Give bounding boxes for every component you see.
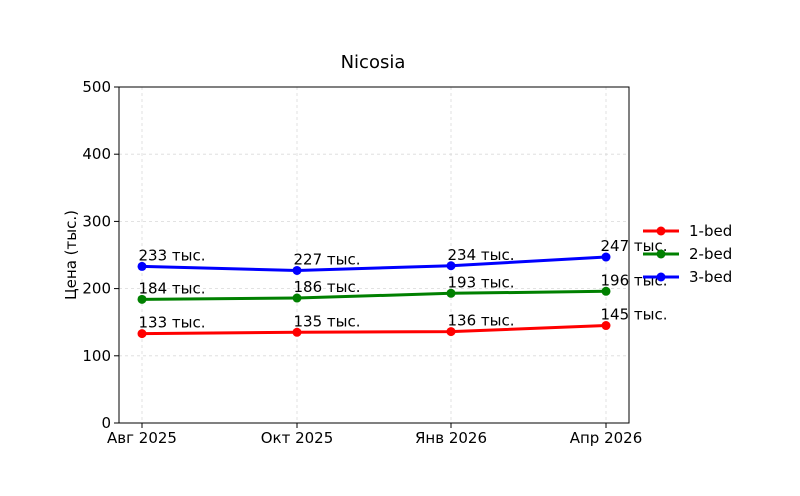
axis-ticks: 0 100 200 300 400 500 Авг 2025 Окт 2025 Янв 2026… (82, 78, 642, 447)
data-label-3-bed: 247 тыс. (601, 237, 668, 255)
legend: 1-bed 2-bed 3-bed (643, 222, 732, 286)
data-point-3-bed (446, 261, 456, 271)
y-axis-label: Цена (тыс.) (62, 210, 80, 300)
x-tick-label: Авг 2025 (107, 429, 177, 447)
x-tick-label: Янв 2026 (415, 429, 487, 447)
series-line-3-bed (141, 255, 607, 272)
x-tick-label: Апр 2026 (570, 429, 643, 447)
data-point-3-bed (137, 261, 147, 271)
data-point-1-bed (292, 327, 302, 337)
legend-marker-1-bed (656, 226, 666, 236)
legend-marker-3-bed (656, 272, 666, 282)
data-label-2-bed: 196 тыс. (601, 271, 668, 289)
data-point-1-bed (601, 321, 611, 331)
data-label-3-bed: 233 тыс. (139, 246, 206, 264)
y-tick-label: 0 (101, 414, 111, 432)
data-labels: 133 тыс. 135 тыс. 136 тыс. 145 тыс. 184 тыс.… (139, 237, 668, 332)
legend-marker-2-bed (656, 249, 666, 259)
data-label-3-bed: 227 тыс. (294, 250, 361, 268)
y-tick-label: 300 (82, 212, 111, 230)
series-line-2-bed (141, 289, 607, 301)
grid (119, 86, 629, 424)
series-line-1-bed (141, 324, 607, 336)
data-point-1-bed (446, 327, 456, 337)
data-point-2-bed (446, 288, 456, 298)
legend-label-3-bed: 3-bed (689, 268, 732, 286)
y-tick-label: 200 (82, 280, 111, 298)
data-label-1-bed: 133 тыс. (139, 314, 206, 332)
data-point-2-bed (601, 286, 611, 296)
x-tick-label: Окт 2025 (261, 429, 334, 447)
data-label-2-bed: 193 тыс. (448, 273, 515, 291)
data-label-2-bed: 184 тыс. (139, 279, 206, 297)
data-point-2-bed (292, 293, 302, 303)
data-label-1-bed: 136 тыс. (448, 312, 515, 330)
data-point-3-bed (601, 252, 611, 262)
series-layer (137, 252, 611, 339)
data-label-2-bed: 186 тыс. (294, 278, 361, 296)
legend-label-1-bed: 1-bed (689, 222, 732, 240)
data-label-1-bed: 135 тыс. (294, 312, 361, 330)
data-point-2-bed (137, 294, 147, 304)
legend-label-2-bed: 2-bed (689, 245, 732, 263)
y-tick-label: 400 (82, 145, 111, 163)
y-tick-label: 100 (82, 347, 111, 365)
data-point-3-bed (292, 265, 302, 275)
chart-title: Nicosia (341, 52, 406, 73)
data-label-1-bed: 145 тыс. (601, 306, 668, 324)
data-label-3-bed: 234 тыс. (448, 246, 515, 264)
y-tick-label: 500 (82, 78, 111, 96)
data-point-1-bed (137, 329, 147, 339)
plot-frame (118, 86, 630, 424)
